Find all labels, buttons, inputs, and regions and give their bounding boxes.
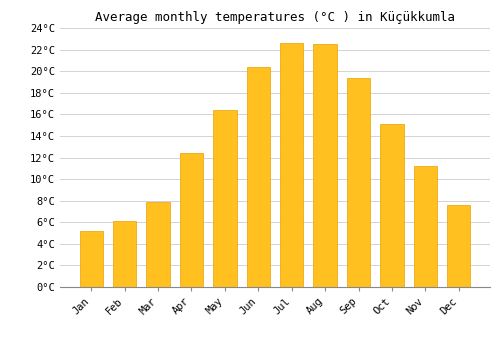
- Bar: [246, 67, 270, 287]
- Bar: [280, 43, 303, 287]
- Bar: [180, 153, 203, 287]
- Bar: [146, 202, 170, 287]
- Title: Average monthly temperatures (°C ) in Küçükkumla: Average monthly temperatures (°C ) in Kü…: [95, 11, 455, 24]
- Bar: [113, 221, 136, 287]
- Bar: [380, 124, 404, 287]
- Bar: [347, 78, 370, 287]
- Bar: [213, 110, 236, 287]
- Bar: [314, 44, 337, 287]
- Bar: [414, 166, 437, 287]
- Bar: [80, 231, 103, 287]
- Bar: [447, 205, 470, 287]
